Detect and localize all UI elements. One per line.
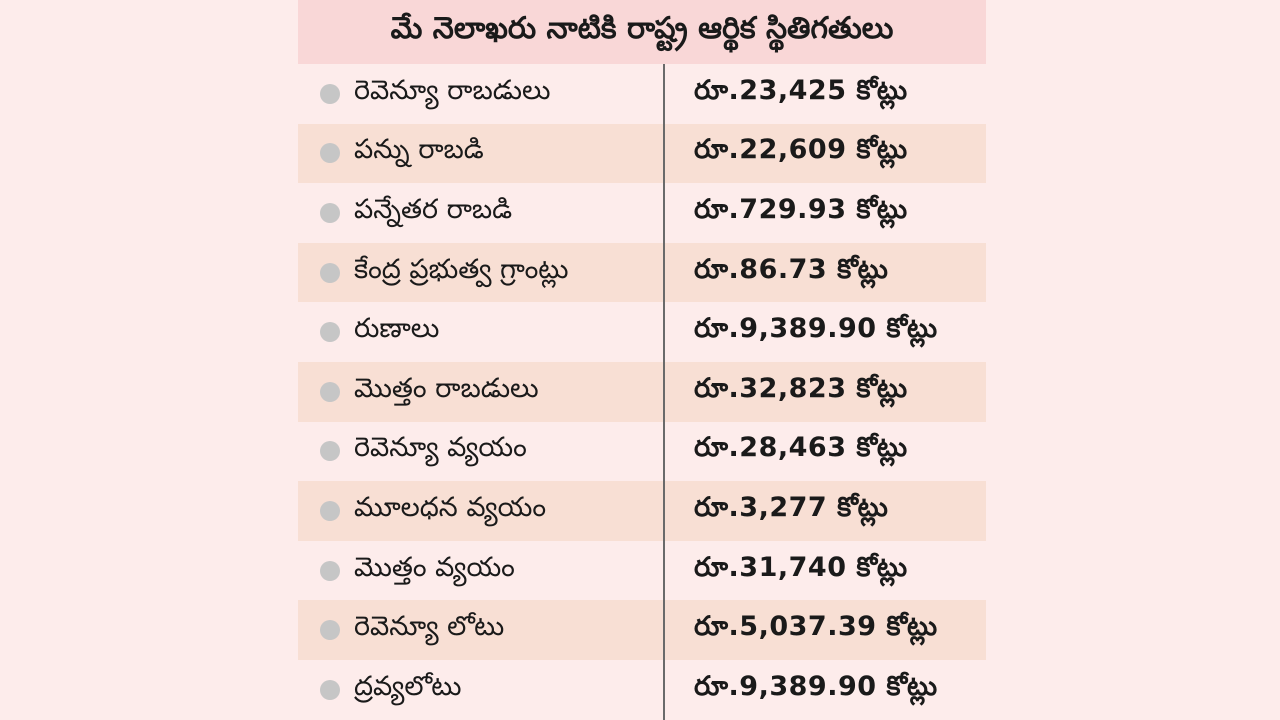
row-label: రెవెన్యూ లోటు [354, 611, 505, 643]
row-value: రూ.22,609 కోట్లు [694, 134, 908, 166]
row-value: రూ.3,277 కోట్లు [694, 491, 889, 523]
row-value: రూ.23,425 కోట్లు [694, 74, 908, 106]
row-label: రెవెన్యూ రాబడులు [354, 74, 551, 106]
row-label: పన్నేతర రాబడి [354, 193, 513, 225]
row-label: మూలధన వ్యయం [354, 491, 547, 523]
row-value: రూ.9,389.90 కోట్లు [694, 670, 938, 702]
column-divider [663, 64, 665, 720]
bullet-icon [320, 202, 340, 223]
bullet-icon [320, 441, 340, 462]
row-label: మొత్తం రాబడులు [354, 372, 539, 404]
row-value: రూ.86.73 కోట్లు [694, 253, 889, 285]
row-label: రెవెన్యూ వ్యయం [354, 432, 527, 464]
bullet-icon [320, 322, 340, 343]
table-row: మొత్తం రాబడులు రూ.32,823 కోట్లు [298, 361, 986, 422]
table-row: పన్ను రాబడి రూ.22,609 కోట్లు [298, 123, 986, 184]
finance-table: రెవెన్యూ రాబడులు రూ.23,425 కోట్లు పన్ను … [298, 64, 986, 720]
table-row: రెవెన్యూ వ్యయం రూ.28,463 కోట్లు [298, 422, 986, 482]
row-label: కేంద్ర ప్రభుత్వ గ్రాంట్లు [354, 253, 569, 285]
table-row: కేంద్ర ప్రభుత్వ గ్రాంట్లు రూ.86.73 కోట్ల… [298, 242, 986, 303]
table-row: రెవెన్యూ లోటు రూ.5,037.39 కోట్లు [298, 600, 986, 660]
table-row: పన్నేతర రాబడి రూ.729.93 కోట్లు [298, 183, 986, 243]
table-row: రెవెన్యూ రాబడులు రూ.23,425 కోట్లు [298, 64, 986, 124]
row-value: రూ.32,823 కోట్లు [694, 372, 908, 404]
row-value: రూ.9,389.90 కోట్లు [694, 313, 938, 345]
row-label: ద్రవ్యలోటు [354, 670, 462, 702]
row-label: రుణాలు [354, 313, 440, 345]
bullet-icon [320, 560, 340, 581]
bullet-icon [320, 262, 340, 283]
table-row: మూలధన వ్యయం రూ.3,277 కోట్లు [298, 481, 986, 541]
row-value: రూ.28,463 కోట్లు [694, 432, 908, 464]
bullet-icon [320, 143, 340, 164]
row-value: రూ.5,037.39 కోట్లు [694, 611, 938, 643]
table-row: మొత్తం వ్యయం రూ.31,740 కోట్లు [298, 541, 986, 601]
bullet-icon [320, 500, 340, 521]
row-value: రూ.31,740 కోట్లు [694, 551, 908, 583]
row-value: రూ.729.93 కోట్లు [694, 193, 908, 225]
table-row: ద్రవ్యలోటు రూ.9,389.90 కోట్లు [298, 660, 986, 720]
page-title: మే నెలాఖరు నాటికి రాష్ట్ర ఆర్థిక స్థితిగ… [390, 11, 894, 46]
bullet-icon [320, 83, 340, 104]
bullet-icon [320, 620, 340, 641]
table-row: రుణాలు రూ.9,389.90 కోట్లు [298, 302, 986, 362]
row-label: పన్ను రాబడి [354, 134, 484, 166]
finance-table-panel: మే నెలాఖరు నాటికి రాష్ట్ర ఆర్థిక స్థితిగ… [298, 0, 986, 720]
bullet-icon [320, 381, 340, 402]
title-bar: మే నెలాఖరు నాటికి రాష్ట్ర ఆర్థిక స్థితిగ… [298, 0, 986, 64]
row-label: మొత్తం వ్యయం [354, 551, 515, 583]
bullet-icon [320, 679, 340, 700]
